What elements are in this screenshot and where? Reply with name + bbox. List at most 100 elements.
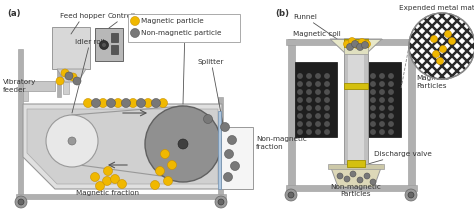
Circle shape: [65, 72, 73, 80]
Text: Discharge valve: Discharge valve: [368, 151, 432, 164]
Bar: [18, 49, 23, 197]
Circle shape: [307, 98, 311, 102]
Circle shape: [15, 196, 27, 208]
Circle shape: [325, 90, 329, 94]
Bar: [16, 194, 226, 199]
Circle shape: [430, 36, 438, 42]
Circle shape: [298, 82, 302, 86]
Circle shape: [155, 167, 164, 176]
Circle shape: [102, 43, 106, 47]
Text: Feed hopper: Feed hopper: [60, 13, 106, 34]
Circle shape: [325, 106, 329, 110]
Circle shape: [151, 181, 159, 190]
Bar: [111, 45, 118, 54]
Text: Splitter: Splitter: [198, 59, 225, 124]
Text: Magnetic
Particles: Magnetic Particles: [416, 75, 449, 89]
Circle shape: [73, 77, 81, 85]
Bar: [63, 82, 69, 94]
Circle shape: [325, 74, 329, 78]
Circle shape: [298, 90, 302, 94]
Circle shape: [228, 135, 237, 144]
Text: Magnetic fraction: Magnetic fraction: [76, 190, 139, 196]
Circle shape: [362, 114, 366, 118]
Bar: [111, 33, 118, 42]
Circle shape: [325, 82, 329, 86]
Bar: [359, 62, 401, 137]
Circle shape: [128, 98, 137, 107]
Text: Rare earth roll: Rare earth roll: [159, 24, 211, 104]
Circle shape: [445, 31, 452, 37]
Circle shape: [307, 82, 311, 86]
Circle shape: [83, 98, 92, 107]
Circle shape: [152, 98, 161, 107]
Circle shape: [102, 176, 111, 186]
Text: Non-magnetic particle: Non-magnetic particle: [141, 30, 221, 36]
Circle shape: [316, 122, 320, 126]
Circle shape: [145, 106, 221, 182]
Circle shape: [344, 41, 350, 47]
Bar: [288, 39, 295, 187]
Bar: [328, 164, 384, 169]
Circle shape: [380, 106, 384, 110]
Bar: [344, 39, 368, 164]
Circle shape: [316, 98, 320, 102]
Circle shape: [362, 90, 366, 94]
Circle shape: [307, 114, 311, 118]
Circle shape: [316, 130, 320, 134]
Circle shape: [389, 90, 393, 94]
Circle shape: [91, 98, 100, 107]
Circle shape: [389, 106, 393, 110]
Circle shape: [380, 122, 384, 126]
Circle shape: [130, 17, 139, 25]
Circle shape: [95, 181, 104, 190]
Circle shape: [68, 137, 76, 145]
Circle shape: [325, 130, 329, 134]
Circle shape: [371, 130, 375, 134]
Circle shape: [230, 162, 239, 171]
Polygon shape: [221, 127, 253, 189]
Circle shape: [46, 115, 98, 167]
Circle shape: [307, 90, 311, 94]
Bar: [218, 111, 221, 189]
Circle shape: [346, 43, 354, 51]
Circle shape: [439, 46, 447, 52]
Text: Non-magnetic
Particles: Non-magnetic Particles: [330, 184, 382, 197]
Circle shape: [389, 122, 393, 126]
Circle shape: [298, 74, 302, 78]
Circle shape: [325, 122, 329, 126]
Circle shape: [389, 98, 393, 102]
Circle shape: [220, 122, 229, 131]
Bar: [295, 62, 337, 137]
Circle shape: [99, 98, 108, 107]
Circle shape: [408, 192, 414, 198]
Circle shape: [144, 98, 153, 107]
Circle shape: [288, 192, 294, 198]
Bar: [344, 38, 368, 54]
Circle shape: [56, 77, 64, 85]
Circle shape: [354, 42, 361, 48]
Polygon shape: [27, 109, 218, 184]
Circle shape: [371, 90, 375, 94]
Circle shape: [380, 74, 384, 78]
Circle shape: [344, 176, 350, 182]
Circle shape: [298, 106, 302, 110]
Circle shape: [371, 114, 375, 118]
Circle shape: [364, 173, 370, 179]
Circle shape: [203, 115, 212, 124]
Circle shape: [285, 189, 297, 201]
Circle shape: [118, 180, 127, 189]
Circle shape: [348, 37, 356, 45]
Circle shape: [316, 114, 320, 118]
Circle shape: [448, 37, 456, 45]
Circle shape: [371, 106, 375, 110]
Polygon shape: [23, 81, 55, 91]
Circle shape: [100, 41, 109, 50]
Circle shape: [352, 41, 358, 47]
Circle shape: [316, 90, 320, 94]
Circle shape: [380, 98, 384, 102]
Circle shape: [113, 98, 122, 107]
Circle shape: [371, 82, 375, 86]
Circle shape: [405, 189, 417, 201]
Bar: [57, 67, 61, 97]
Circle shape: [389, 130, 393, 134]
